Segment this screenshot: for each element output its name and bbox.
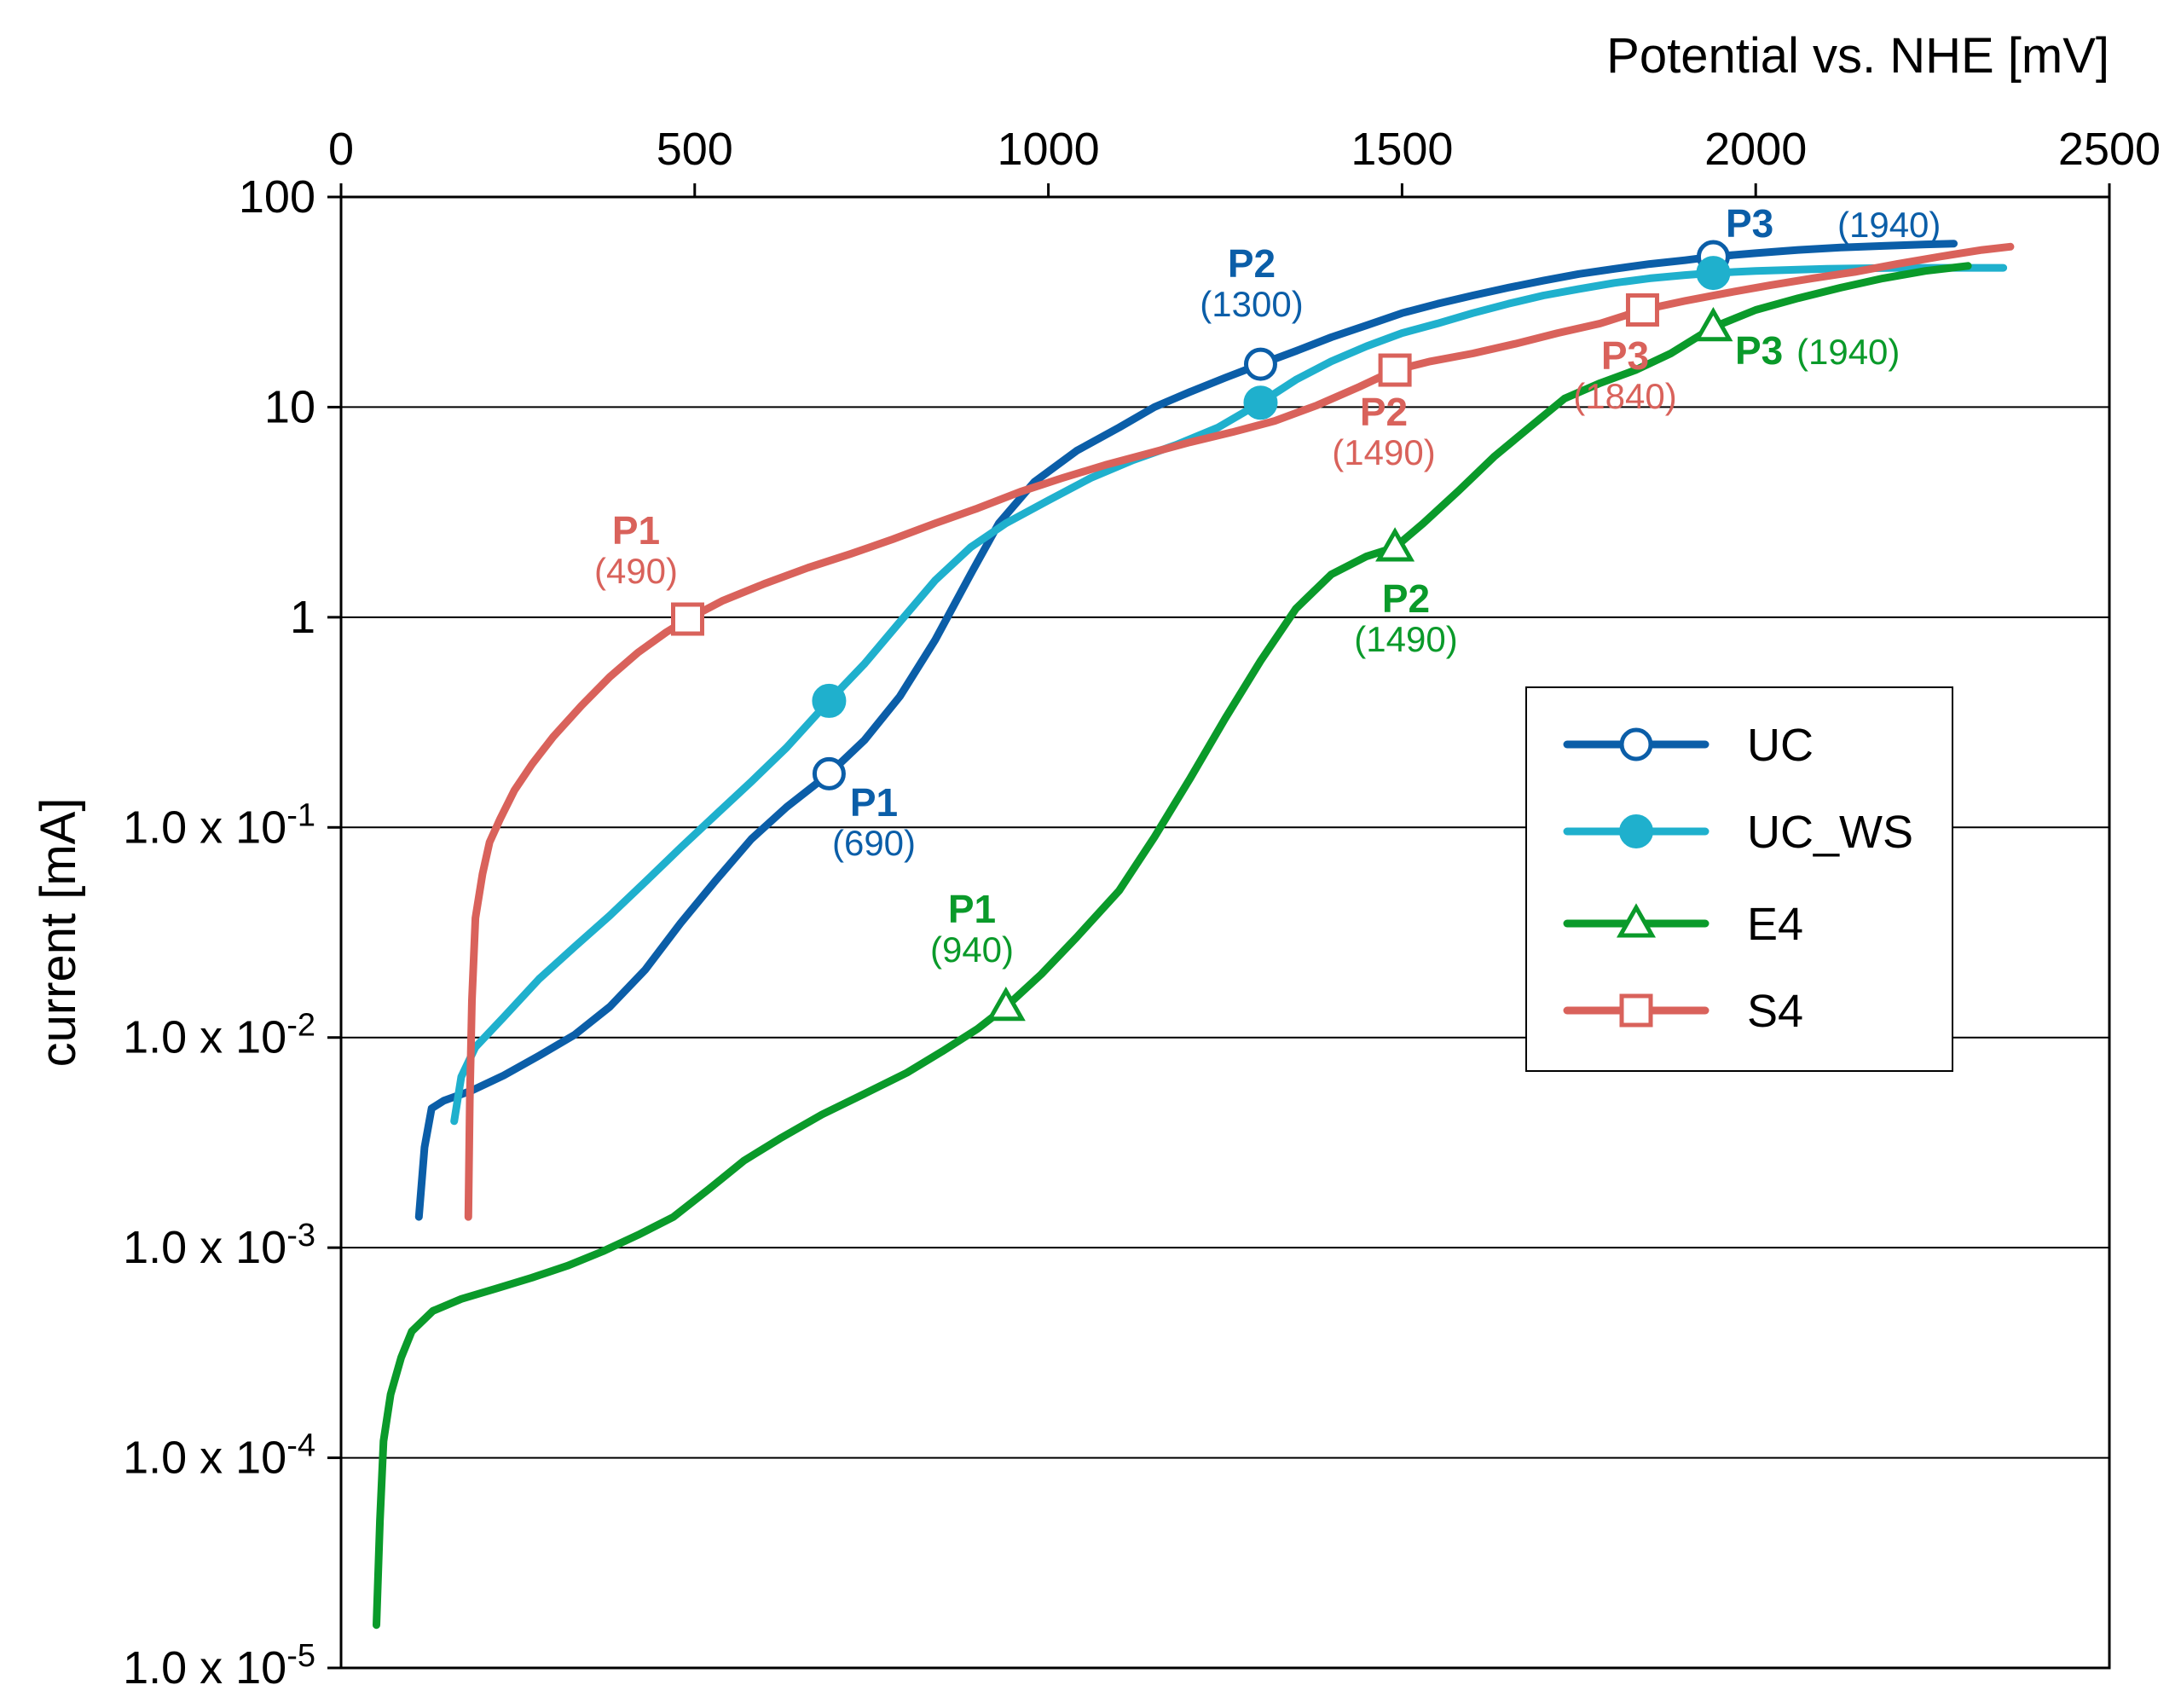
x-tick-label: 500 <box>657 124 733 175</box>
y-tick-label: 1.0 x 10-1 <box>123 797 315 853</box>
x-tick-label: 2000 <box>1704 124 1807 175</box>
legend-label-uc-ws: UC_WS <box>1747 807 1913 858</box>
series-lines <box>373 240 2015 1630</box>
series-markers <box>671 240 1733 1022</box>
data-marker-e4 <box>1693 306 1733 342</box>
annotation-peak-value: (1840) <box>1573 376 1676 416</box>
y-tick-label: 1 <box>290 592 315 643</box>
legend-marker-s4 <box>1619 993 1653 1028</box>
grid-lines <box>341 406 2109 1459</box>
peak-annotations: P1(690)P2(1300)P3 (1940)P1(940)P2(1490)P3… <box>594 201 1941 970</box>
annotation-peak-value: (1490) <box>1354 619 1457 659</box>
x-tick-label: 1000 <box>998 124 1100 175</box>
x-axis-title: Potential vs. NHE [mV] <box>1606 28 2109 84</box>
annotation-peak-value: (490) <box>594 551 678 591</box>
data-marker-e4 <box>986 986 1026 1022</box>
y-tick-label: 1.0 x 10-3 <box>123 1218 315 1273</box>
annotation-peak-value: (1300) <box>1200 284 1303 324</box>
annotation-peak-value: (690) <box>832 823 916 863</box>
legend: UC UC_WS E4 S4 <box>1525 686 1953 1072</box>
axes: Potential vs. NHE [mV] current [mA] 0 500… <box>31 28 2161 1694</box>
y-tick-label: 1.0 x 10-4 <box>123 1428 315 1484</box>
y-tick-label: 100 <box>239 171 315 223</box>
x-tick-label: 2500 <box>2058 124 2161 175</box>
series-line-e4 <box>373 262 1972 1630</box>
data-marker-s4 <box>1378 353 1412 387</box>
legend-label-e4: E4 <box>1747 899 1803 950</box>
y-tick-label: 1.0 x 10-5 <box>123 1638 315 1694</box>
annotation-peak-name: P1 <box>948 887 996 931</box>
annotation-peak-value: (1940) <box>1796 332 1900 372</box>
legend-marker-uc-ws <box>1619 814 1653 848</box>
annotation-peak-name: P1 <box>850 780 898 825</box>
y-axis-title: current [mA] <box>31 798 86 1068</box>
annotation-peak-value: (1940) <box>1837 205 1941 245</box>
data-marker-uc <box>1243 347 1277 381</box>
data-marker-uc-ws <box>1243 385 1278 420</box>
legend-marker-e4 <box>1616 903 1657 938</box>
series-line-uc <box>414 240 1958 1221</box>
annotation-peak-name: P2 <box>1228 241 1276 286</box>
y-tick-label: 1.0 x 10-2 <box>123 1008 315 1063</box>
legend-label-uc: UC <box>1747 720 1814 771</box>
y-tick-label: 10 <box>264 381 315 432</box>
annotation-peak-name: P3 <box>1735 328 1783 373</box>
data-marker-s4 <box>671 602 705 636</box>
annotation-peak-name: P2 <box>1382 576 1430 621</box>
legend-label-s4: S4 <box>1747 986 1803 1037</box>
data-marker-s4 <box>1625 292 1659 327</box>
annotation-peak-name: P3 <box>1601 333 1649 378</box>
plot-frame <box>339 195 2111 1670</box>
annotation-peak-name: P2 <box>1360 390 1408 434</box>
annotation-peak-name: P1 <box>612 508 660 553</box>
data-marker-uc-ws <box>1696 256 1731 291</box>
legend-marker-uc <box>1619 727 1653 761</box>
series-line-s4 <box>464 242 2015 1221</box>
annotation-peak-value: (940) <box>930 929 1014 970</box>
data-marker-e4 <box>1375 527 1415 562</box>
data-marker-uc-ws <box>812 683 847 718</box>
x-tick-label: 0 <box>328 124 354 175</box>
data-marker-uc <box>812 756 846 790</box>
annotation-peak-name: P3 <box>1726 201 1773 246</box>
annotation-peak-value: (1490) <box>1332 432 1435 472</box>
x-tick-label: 1500 <box>1351 124 1453 175</box>
